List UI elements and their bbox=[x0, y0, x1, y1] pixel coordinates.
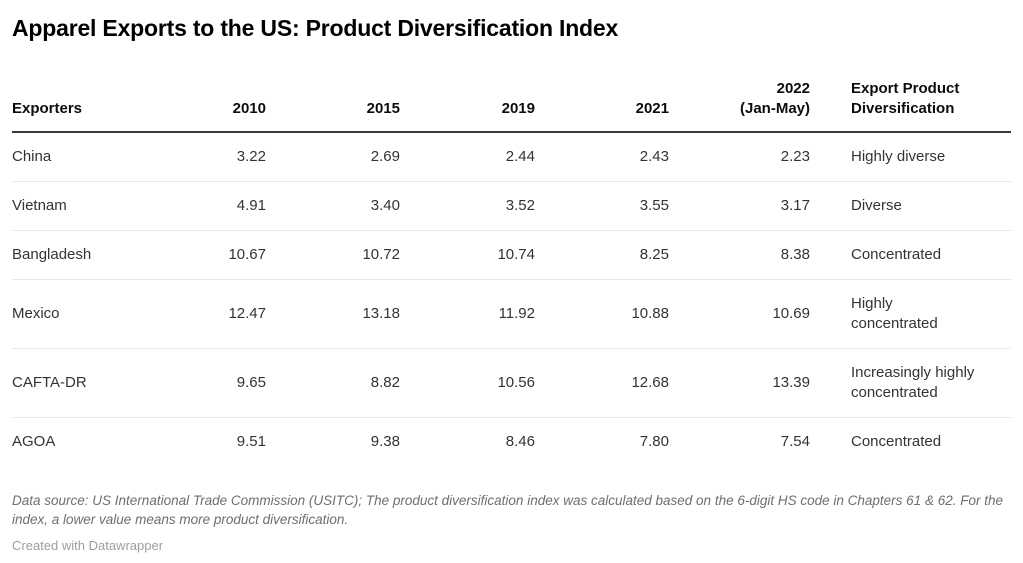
column-header-2021: 2021 bbox=[535, 79, 669, 133]
exporter-cell: Vietnam bbox=[12, 181, 132, 231]
exporter-cell: CAFTA-DR bbox=[12, 348, 132, 418]
value-cell-2010: 9.65 bbox=[132, 348, 266, 418]
value-cell-2019: 2.44 bbox=[400, 132, 535, 182]
chart-title: Apparel Exports to the US: Product Diver… bbox=[12, 15, 619, 41]
value-cell-2019: 8.46 bbox=[505, 433, 535, 450]
table-header: Exporters 2010 2015 2019 2021 2022 (Jan-… bbox=[12, 79, 1011, 133]
column-header-2022-jan-may: 2022 (Jan-May) bbox=[669, 79, 810, 133]
value-cell-2015: 8.82 bbox=[266, 348, 400, 418]
column-header-2022-label: 2022 (Jan-May) bbox=[739, 80, 810, 117]
exporter-cell: China bbox=[12, 132, 132, 182]
value-cell-2022: 10.69 bbox=[669, 279, 810, 349]
value-cell-2010: 10.67 bbox=[132, 230, 266, 280]
exporter-cell: AGOA bbox=[12, 433, 56, 450]
diversification-cell: Concentrated bbox=[851, 433, 942, 450]
value-cell-2022: 8.38 bbox=[669, 230, 810, 280]
table-row-mexico: Mexico 12.47 13.18 11.92 10.88 10.69 Hig… bbox=[12, 279, 1011, 349]
value-cell-2022: 7.54 bbox=[780, 433, 810, 450]
value-cell-2022: 3.17 bbox=[669, 181, 810, 231]
diversification-cell: Concentrated bbox=[810, 230, 1011, 280]
table-row-agoa: AGOA 9.51 9.38 8.46 7.80 7.54 Concentrat… bbox=[12, 418, 1011, 467]
column-header-2010: 2010 bbox=[132, 79, 266, 133]
column-header-2015: 2015 bbox=[266, 79, 400, 133]
value-cell-2019: 11.92 bbox=[400, 279, 535, 349]
diversification-cell: Increasingly highly concentrated bbox=[810, 348, 1011, 418]
value-cell-2015: 3.40 bbox=[266, 181, 400, 231]
column-header-exporters: Exporters bbox=[12, 79, 132, 133]
column-header-export-product-diversification: Export Product Diversification bbox=[810, 79, 1011, 133]
value-cell-2015: 10.72 bbox=[266, 230, 400, 280]
diversification-table: Exporters 2010 2015 2019 2021 2022 (Jan-… bbox=[12, 79, 1011, 466]
value-cell-2015: 2.69 bbox=[266, 132, 400, 182]
value-cell-2015: 13.18 bbox=[266, 279, 400, 349]
value-cell-2010: 9.51 bbox=[236, 433, 266, 450]
table-row-vietnam: Vietnam 4.91 3.40 3.52 3.55 3.17 Diverse bbox=[12, 181, 1011, 231]
table-body: China 3.22 2.69 2.44 2.43 2.23 Highly di… bbox=[12, 132, 1011, 466]
value-cell-2021: 3.55 bbox=[535, 181, 669, 231]
value-cell-2021: 10.88 bbox=[535, 279, 669, 349]
diversification-cell: Diverse bbox=[810, 181, 1011, 231]
table-row-cafta-dr: CAFTA-DR 9.65 8.82 10.56 12.68 13.39 Inc… bbox=[12, 348, 1011, 418]
diversification-cell: Highly concentrated bbox=[810, 279, 1011, 349]
value-cell-2010: 4.91 bbox=[132, 181, 266, 231]
value-cell-2021: 12.68 bbox=[535, 348, 669, 418]
exporter-cell: Bangladesh bbox=[12, 230, 132, 280]
header-row: Exporters 2010 2015 2019 2021 2022 (Jan-… bbox=[12, 79, 1011, 133]
table-row-china: China 3.22 2.69 2.44 2.43 2.23 Highly di… bbox=[12, 132, 1011, 182]
value-cell-2021: 2.43 bbox=[535, 132, 669, 182]
exporter-cell: Mexico bbox=[12, 279, 132, 349]
value-cell-2010: 12.47 bbox=[132, 279, 266, 349]
value-cell-2019: 3.52 bbox=[400, 181, 535, 231]
value-cell-2019: 10.56 bbox=[400, 348, 535, 418]
value-cell-2022: 13.39 bbox=[669, 348, 810, 418]
diversification-cell: Highly diverse bbox=[810, 132, 1011, 182]
value-cell-2019: 10.74 bbox=[400, 230, 535, 280]
column-header-2019: 2019 bbox=[400, 79, 535, 133]
datawrapper-attribution-link[interactable]: Created with Datawrapper bbox=[12, 538, 164, 553]
value-cell-2021: 8.25 bbox=[535, 230, 669, 280]
value-cell-2021: 7.80 bbox=[639, 433, 669, 450]
source-note: Data source: US International Trade Comm… bbox=[12, 493, 1003, 527]
value-cell-2010: 3.22 bbox=[132, 132, 266, 182]
value-cell-2022: 2.23 bbox=[669, 132, 810, 182]
value-cell-2015: 9.38 bbox=[370, 433, 400, 450]
table-row-bangladesh: Bangladesh 10.67 10.72 10.74 8.25 8.38 C… bbox=[12, 230, 1011, 280]
